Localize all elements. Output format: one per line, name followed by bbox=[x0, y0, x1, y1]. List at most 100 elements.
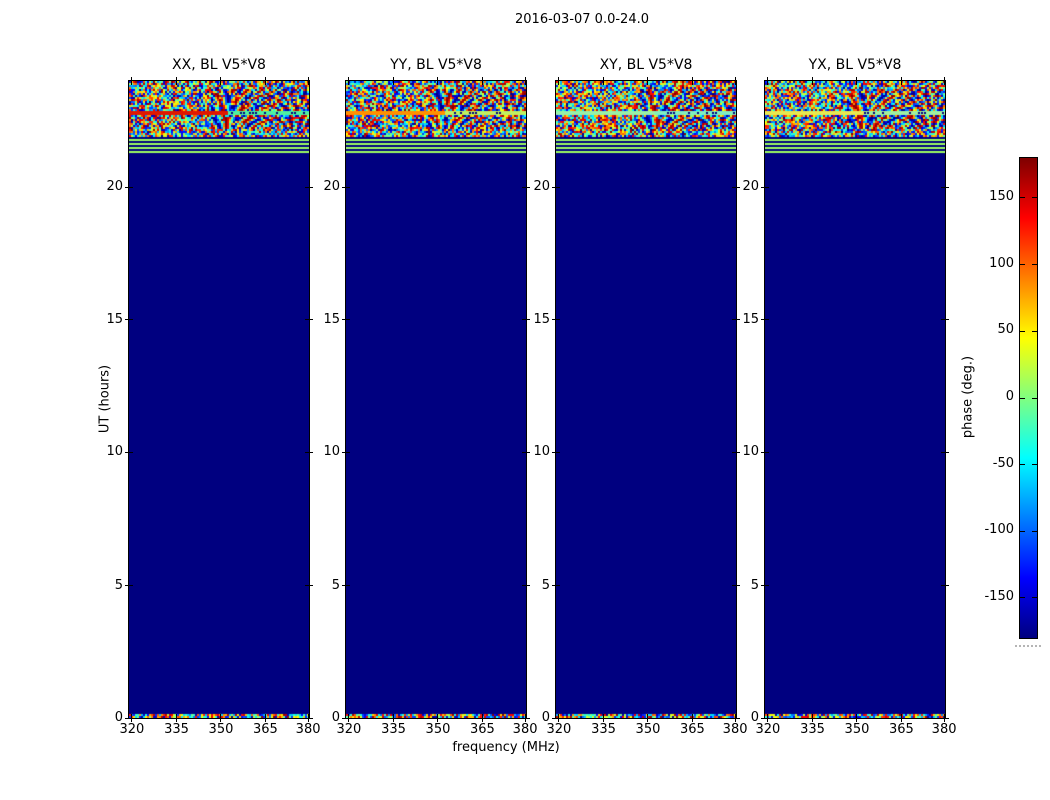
y-tick-mark bbox=[305, 585, 313, 586]
x-tick-mark bbox=[264, 714, 266, 722]
heatmap-canvas-yx bbox=[765, 81, 945, 718]
colorbar-tick-label: -150 bbox=[984, 589, 1014, 604]
x-tick-mark bbox=[691, 714, 693, 722]
colorbar-tick-mark bbox=[1032, 597, 1037, 599]
y-tick-mark bbox=[522, 319, 530, 321]
y-tick-mark bbox=[305, 717, 313, 719]
y-tick-mark bbox=[342, 319, 350, 321]
x-tick-mark bbox=[691, 77, 693, 85]
y-tick-label: 10 bbox=[106, 444, 123, 460]
x-tick-mark bbox=[812, 714, 814, 722]
x-tick-mark bbox=[603, 714, 605, 722]
y-tick-label: 5 bbox=[750, 577, 759, 593]
y-tick-mark bbox=[761, 186, 769, 188]
x-tick-label: 380 bbox=[512, 722, 538, 737]
y-tick-label: 0 bbox=[750, 710, 759, 725]
x-tick-label: 320 bbox=[546, 722, 572, 737]
y-tick-mark bbox=[941, 186, 949, 188]
y-tick-mark bbox=[941, 717, 949, 719]
x-tick-mark bbox=[647, 77, 649, 85]
x-tick-mark bbox=[307, 77, 309, 85]
y-tick-mark bbox=[732, 717, 740, 719]
figure-title: 2016-03-07 0.0-24.0 bbox=[515, 12, 649, 27]
colorbar-tick-label: -100 bbox=[984, 522, 1014, 538]
y-tick-mark bbox=[342, 585, 350, 586]
x-tick-mark bbox=[348, 77, 350, 85]
y-tick-label: 10 bbox=[742, 444, 759, 460]
colorbar bbox=[1019, 157, 1038, 639]
y-tick-mark bbox=[552, 186, 560, 188]
x-tick-mark bbox=[176, 714, 178, 722]
x-tick-label: 365 bbox=[470, 722, 495, 737]
panel-title-yy: YY, BL V5*V8 bbox=[390, 57, 482, 73]
colorbar-tick-mark bbox=[1032, 330, 1037, 332]
x-tick-mark bbox=[524, 77, 526, 85]
x-tick-label: 350 bbox=[844, 722, 870, 737]
x-tick-label: 320 bbox=[119, 722, 145, 737]
y-tick-mark bbox=[125, 717, 133, 719]
y-tick-mark bbox=[761, 319, 769, 321]
x-tick-mark bbox=[734, 77, 736, 85]
y-tick-mark bbox=[732, 319, 740, 321]
colorbar-tick-mark bbox=[1020, 597, 1025, 599]
x-tick-mark bbox=[856, 714, 858, 722]
y-tick-mark bbox=[552, 319, 560, 321]
colorbar-tick-mark bbox=[1020, 397, 1025, 399]
x-tick-mark bbox=[437, 77, 439, 85]
y-tick-label: 0 bbox=[331, 710, 340, 725]
x-tick-label: 380 bbox=[295, 722, 321, 737]
y-tick-mark bbox=[522, 717, 530, 719]
y-tick-mark bbox=[522, 451, 530, 453]
x-tick-mark bbox=[812, 77, 814, 85]
colorbar-tick-mark bbox=[1020, 530, 1025, 532]
y-tick-mark bbox=[552, 717, 560, 719]
colorbar-tick-mark bbox=[1032, 464, 1037, 466]
x-tick-mark bbox=[558, 77, 560, 85]
colorbar-tick-mark bbox=[1020, 264, 1025, 266]
x-tick-mark bbox=[393, 77, 395, 85]
x-tick-mark bbox=[900, 77, 902, 85]
heatmap-panel-yy: YY, BL V5*V8 320 335 350 365 380 0 5 10 15 20 bbox=[323, 57, 537, 737]
y-tick-mark bbox=[305, 451, 313, 453]
panel-title-xy: XY, BL V5*V8 bbox=[599, 57, 693, 73]
y-tick-mark bbox=[125, 451, 133, 453]
y-tick-label: 15 bbox=[106, 311, 123, 327]
x-tick-label: 320 bbox=[336, 722, 362, 737]
y-tick-label: 10 bbox=[323, 444, 340, 460]
y-tick-mark bbox=[732, 585, 740, 586]
y-tick-mark bbox=[125, 319, 133, 321]
x-tick-mark bbox=[220, 77, 222, 85]
y-tick-label: 15 bbox=[742, 311, 759, 327]
x-tick-mark bbox=[767, 77, 769, 85]
x-tick-mark bbox=[176, 77, 178, 85]
heatmap-panel-xy: XY, BL V5*V8 320 335 350 365 380 0 5 10 15 20 bbox=[533, 57, 747, 737]
y-tick-label: 5 bbox=[114, 577, 123, 593]
x-tick-mark bbox=[856, 77, 858, 85]
x-tick-mark bbox=[603, 77, 605, 85]
x-tick-label: 335 bbox=[800, 722, 825, 737]
x-tick-mark bbox=[943, 77, 945, 85]
x-tick-label: 350 bbox=[635, 722, 661, 737]
colorbar-under-ticks bbox=[1015, 645, 1041, 647]
y-tick-mark bbox=[125, 585, 133, 586]
x-tick-mark bbox=[481, 714, 483, 722]
x-tick-label: 380 bbox=[931, 722, 957, 737]
y-tick-label: 10 bbox=[533, 444, 550, 460]
panel-title-xx: XX, BL V5*V8 bbox=[172, 57, 266, 73]
x-tick-mark bbox=[393, 714, 395, 722]
heatmap-panel-yx: YX, BL V5*V8 320 335 350 365 380 0 5 10 15 20 bbox=[742, 57, 956, 737]
x-tick-label: 350 bbox=[425, 722, 451, 737]
y-tick-mark bbox=[761, 451, 769, 453]
y-tick-label: 0 bbox=[114, 710, 123, 725]
colorbar-tick-label: -50 bbox=[992, 455, 1014, 471]
x-tick-label: 365 bbox=[889, 722, 914, 737]
colorbar-tick-mark bbox=[1020, 464, 1025, 466]
y-tick-mark bbox=[941, 585, 949, 586]
x-tick-mark bbox=[481, 77, 483, 85]
y-tick-mark bbox=[552, 585, 560, 586]
x-tick-mark bbox=[900, 714, 902, 722]
colorbar-tick-mark bbox=[1032, 264, 1037, 266]
x-tick-label: 335 bbox=[164, 722, 189, 737]
colorbar-tick-mark bbox=[1032, 197, 1037, 199]
